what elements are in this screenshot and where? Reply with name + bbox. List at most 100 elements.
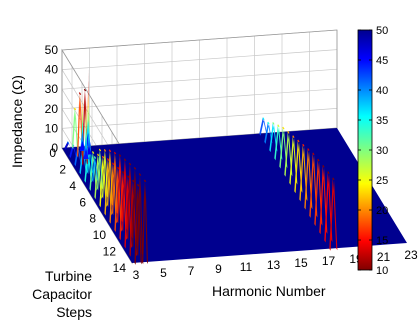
ridge-0-segment (79, 146, 87, 175)
ridge-1-segment (137, 173, 143, 257)
ridge-0-segment (84, 149, 92, 183)
ridge-2-segment (269, 122, 278, 153)
colorbar-tick-label: 45 (376, 55, 388, 67)
ridge-2-segment (289, 135, 298, 185)
y-tick-label: 12 (103, 245, 117, 259)
ridge-0-segment (89, 151, 97, 191)
spike-band (79, 140, 86, 151)
colorbar-tick-label: 20 (376, 205, 388, 217)
ridge-0-segment (104, 158, 112, 216)
x-tick-label: 17 (322, 254, 336, 268)
ridge-0-segment (134, 184, 142, 265)
colorbar-tick-label: 25 (376, 175, 388, 187)
y-tick-label: 14 (113, 261, 127, 275)
ridge-1-crest (133, 166, 137, 170)
ridge-1-segment (72, 107, 78, 150)
z-tick-label: 20 (45, 102, 59, 116)
ridge-1-crest (93, 156, 97, 159)
x-tick-label: 15 (294, 256, 308, 270)
ridge-2-crest (287, 131, 290, 134)
ridge-1-crest (143, 179, 147, 183)
z-tick-label: 50 (45, 43, 59, 57)
y-tick-label: 4 (69, 179, 76, 193)
colorbar-tick-label: 40 (376, 85, 388, 97)
ridge-0-crest (96, 153, 100, 157)
ridge-0-crest (66, 141, 70, 145)
z-tick-label: 0 (51, 141, 58, 155)
ridge-1-crest (118, 154, 122, 157)
ridge-1-segment (127, 163, 133, 240)
colorbar-tick-label: 35 (376, 115, 388, 127)
x-tick-labels: 3 5 7 9 11 13 15 17 19 21 23 (133, 248, 418, 282)
y-axis-label-line-1: Turbine (45, 268, 92, 284)
ridge-2-segment (299, 144, 308, 202)
ridge-0-segment (119, 171, 127, 241)
spike (79, 90, 86, 151)
ridge-1-crest (98, 148, 102, 152)
ridge-1-segment (112, 152, 118, 216)
ridge-1-crest (138, 173, 142, 176)
ridge-0-segment (99, 156, 107, 208)
ridge-1-segment (107, 149, 113, 207)
ridge-2-crest (292, 135, 295, 139)
ridge-0-crest (101, 155, 105, 159)
ridge-0-segment (124, 175, 132, 249)
ridge-1-segment (87, 144, 93, 174)
colorbar-tick-label: 30 (376, 145, 388, 157)
ridge-2-segment (264, 122, 273, 144)
ridge-2-segment (314, 159, 323, 227)
x-tick-label: 11 (240, 260, 253, 274)
z-tick-label: 30 (45, 82, 59, 96)
x-tick-label: 13 (267, 258, 281, 272)
colorbar-tick-labels: 50 45 40 35 30 25 20 15 10 (358, 25, 388, 277)
ridge-1-crest (123, 158, 127, 162)
x-tick-label: 21 (377, 250, 391, 264)
ridge-2-crest (327, 171, 330, 174)
ridge-1-segment (122, 158, 128, 232)
ridge-2-crest (272, 122, 275, 125)
spike (86, 103, 92, 155)
ridge-0-crest (91, 151, 95, 154)
ridge-2-crest (277, 124, 280, 128)
z-tick-labels: 0 10 20 30 40 50 (45, 43, 59, 155)
ridge-2-crest (332, 177, 335, 181)
colorbar-tick-label: 50 (376, 25, 388, 37)
ridge-1-segment (97, 149, 103, 191)
ridge-2-segment (274, 124, 283, 161)
ridge-1-crest (113, 151, 117, 155)
ridge-0-crest (121, 171, 125, 174)
ridge-0-segment (74, 146, 82, 167)
y-tick-label: 10 (93, 228, 107, 242)
ridge-1-crest (78, 92, 82, 95)
y-tick-label: 6 (79, 195, 86, 209)
ridge-0-segment (114, 167, 122, 232)
ridge-0-crest (111, 162, 115, 166)
ridge-1-crest (108, 149, 112, 153)
ridge-0-crest (106, 158, 110, 161)
ridge-2-segment (324, 171, 333, 243)
ridge-2-crest (312, 152, 315, 156)
colorbar-tick-label: 15 (376, 235, 388, 247)
ridge-2-segment (304, 148, 313, 210)
y-tick-label: 2 (59, 162, 66, 176)
x-tick-label: 7 (188, 264, 195, 278)
ridge-2-crest (322, 165, 325, 168)
ridge-0-segment (109, 162, 117, 224)
ridge-0-segment (129, 179, 137, 257)
ridge-0-crest (126, 175, 130, 178)
ridge-0-crest (131, 179, 135, 183)
ridge-2-crest (302, 143, 305, 147)
ridge-2-crest (297, 139, 300, 143)
ridge-0-crest (136, 183, 140, 187)
ridge-0-crest (116, 166, 120, 170)
y-axis-label-line-3: Steps (56, 304, 92, 320)
y-tick-label: 8 (89, 212, 96, 226)
x-tick-label: 5 (160, 266, 167, 280)
surface-ridges (64, 67, 338, 265)
spike-band (83, 147, 89, 160)
x-tick-label: 3 (133, 268, 140, 282)
spike (83, 90, 89, 160)
ridge-2-crest (317, 158, 320, 162)
